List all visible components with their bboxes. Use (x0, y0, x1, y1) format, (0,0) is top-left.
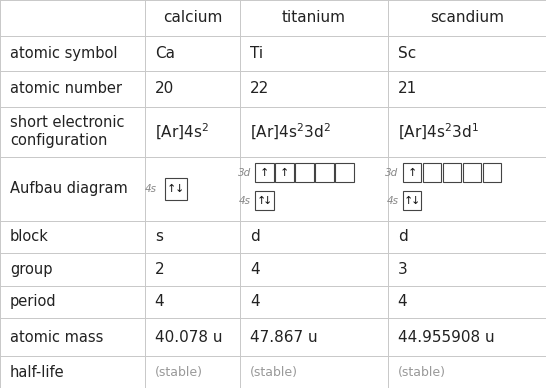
Text: period: period (10, 294, 57, 310)
Text: group: group (10, 262, 52, 277)
Bar (402, 163, 421, 182)
Text: ↓: ↓ (411, 196, 420, 206)
Text: 4: 4 (155, 294, 164, 310)
Text: 4: 4 (397, 294, 407, 310)
Text: 20: 20 (155, 81, 174, 96)
Bar (443, 163, 461, 182)
Text: (stable): (stable) (397, 365, 446, 379)
Bar (335, 163, 354, 182)
Text: 47.867 u: 47.867 u (250, 330, 318, 345)
Text: short electronic
configuration: short electronic configuration (10, 115, 124, 148)
Text: calcium: calcium (163, 10, 222, 25)
Text: 44.955908 u: 44.955908 u (397, 330, 494, 345)
Text: ↑: ↑ (280, 168, 289, 178)
Text: 4: 4 (250, 262, 260, 277)
Text: d: d (397, 229, 407, 244)
Text: 3d: 3d (385, 168, 399, 178)
Text: scandium: scandium (430, 10, 504, 25)
Text: 40.078 u: 40.078 u (155, 330, 222, 345)
Text: $\mathregular{[Ar]4s^{2}}$: $\mathregular{[Ar]4s^{2}}$ (155, 121, 209, 142)
Text: atomic mass: atomic mass (10, 330, 103, 345)
Text: ↑: ↑ (404, 196, 413, 206)
Text: d: d (250, 229, 260, 244)
Text: Aufbau diagram: Aufbau diagram (10, 181, 128, 196)
Text: 3d: 3d (238, 168, 251, 178)
Text: (stable): (stable) (250, 365, 298, 379)
Text: Ca: Ca (155, 46, 175, 61)
Bar (315, 163, 334, 182)
Bar (402, 191, 421, 210)
Text: ↓: ↓ (263, 196, 272, 206)
Text: 4s: 4s (239, 196, 251, 206)
Bar (275, 163, 294, 182)
Bar (462, 163, 481, 182)
Bar (255, 163, 274, 182)
Text: ↑: ↑ (167, 184, 176, 194)
Text: $\mathregular{[Ar]4s^{2}3d^{2}}$: $\mathregular{[Ar]4s^{2}3d^{2}}$ (250, 121, 331, 142)
Text: 21: 21 (397, 81, 417, 96)
Text: ↑: ↑ (260, 168, 269, 178)
Text: $\mathregular{[Ar]4s^{2}3d^{1}}$: $\mathregular{[Ar]4s^{2}3d^{1}}$ (397, 121, 478, 142)
Text: ↓: ↓ (175, 184, 185, 194)
Text: titanium: titanium (282, 10, 346, 25)
Text: atomic symbol: atomic symbol (10, 46, 117, 61)
Text: 4s: 4s (145, 184, 157, 194)
Text: s: s (155, 229, 163, 244)
Text: 4: 4 (250, 294, 260, 310)
Text: Sc: Sc (397, 46, 416, 61)
Bar (165, 178, 187, 199)
Bar (255, 191, 274, 210)
Text: half-life: half-life (10, 365, 64, 380)
Bar (483, 163, 501, 182)
Text: 4s: 4s (387, 196, 399, 206)
Text: 2: 2 (155, 262, 164, 277)
Text: 3: 3 (397, 262, 407, 277)
Text: ↑: ↑ (257, 196, 266, 206)
Text: Ti: Ti (250, 46, 263, 61)
Text: 22: 22 (250, 81, 270, 96)
Text: ↑: ↑ (407, 168, 417, 178)
Bar (423, 163, 441, 182)
Text: (stable): (stable) (155, 365, 203, 379)
Bar (295, 163, 314, 182)
Text: block: block (10, 229, 49, 244)
Text: atomic number: atomic number (10, 81, 122, 96)
